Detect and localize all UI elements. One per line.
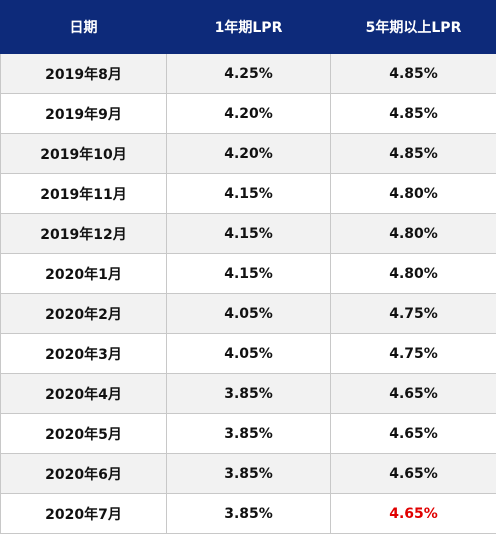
table-row: 2019年12月 4.15% 4.80% bbox=[0, 213, 496, 254]
table-row: 2019年9月 4.20% 4.85% bbox=[0, 93, 496, 134]
cell-5y-lpr: 4.75% bbox=[330, 293, 496, 334]
table-row: 2020年1月 4.15% 4.80% bbox=[0, 253, 496, 294]
table-row: 2019年10月 4.20% 4.85% bbox=[0, 133, 496, 174]
cell-5y-lpr: 4.85% bbox=[330, 93, 496, 134]
cell-5y-lpr: 4.80% bbox=[330, 173, 496, 214]
cell-1y-lpr: 4.15% bbox=[166, 173, 331, 214]
cell-date: 2019年10月 bbox=[0, 133, 167, 174]
cell-date: 2020年7月 bbox=[0, 493, 167, 534]
cell-date: 2020年4月 bbox=[0, 373, 167, 414]
table-header-row: 日期 1年期LPR 5年期以上LPR bbox=[0, 0, 496, 54]
header-5y-lpr: 5年期以上LPR bbox=[330, 0, 496, 54]
cell-5y-lpr: 4.65% bbox=[330, 373, 496, 414]
cell-1y-lpr: 3.85% bbox=[166, 453, 331, 494]
cell-1y-lpr: 3.85% bbox=[166, 413, 331, 454]
cell-5y-lpr: 4.80% bbox=[330, 213, 496, 254]
cell-1y-lpr: 3.85% bbox=[166, 373, 331, 414]
table-row: 2020年6月 3.85% 4.65% bbox=[0, 453, 496, 494]
cell-1y-lpr: 4.05% bbox=[166, 333, 331, 374]
table-row: 2020年4月 3.85% 4.65% bbox=[0, 373, 496, 414]
cell-5y-lpr: 4.65% bbox=[330, 453, 496, 494]
cell-1y-lpr: 4.20% bbox=[166, 93, 331, 134]
cell-date: 2019年8月 bbox=[0, 53, 167, 94]
cell-date: 2020年2月 bbox=[0, 293, 167, 334]
cell-5y-lpr: 4.80% bbox=[330, 253, 496, 294]
cell-1y-lpr: 4.15% bbox=[166, 213, 331, 254]
table-row: 2020年3月 4.05% 4.75% bbox=[0, 333, 496, 374]
cell-date: 2019年9月 bbox=[0, 93, 167, 134]
cell-5y-lpr: 4.85% bbox=[330, 53, 496, 94]
cell-1y-lpr: 4.25% bbox=[166, 53, 331, 94]
table-row: 2020年5月 3.85% 4.65% bbox=[0, 413, 496, 454]
cell-5y-lpr: 4.65% bbox=[330, 413, 496, 454]
table-row: 2020年2月 4.05% 4.75% bbox=[0, 293, 496, 334]
cell-1y-lpr: 4.05% bbox=[166, 293, 331, 334]
header-1y-lpr: 1年期LPR bbox=[166, 0, 331, 54]
header-date: 日期 bbox=[0, 0, 167, 54]
cell-date: 2020年5月 bbox=[0, 413, 167, 454]
cell-1y-lpr: 4.15% bbox=[166, 253, 331, 294]
table-row: 2019年8月 4.25% 4.85% bbox=[0, 53, 496, 94]
table-row: 2019年11月 4.15% 4.80% bbox=[0, 173, 496, 214]
cell-5y-lpr: 4.75% bbox=[330, 333, 496, 374]
cell-5y-lpr-highlighted: 4.65% bbox=[330, 493, 496, 534]
cell-5y-lpr: 4.85% bbox=[330, 133, 496, 174]
cell-1y-lpr: 3.85% bbox=[166, 493, 331, 534]
cell-date: 2020年6月 bbox=[0, 453, 167, 494]
cell-1y-lpr: 4.20% bbox=[166, 133, 331, 174]
cell-date: 2020年3月 bbox=[0, 333, 167, 374]
table-row: 2020年7月 3.85% 4.65% bbox=[0, 493, 496, 534]
cell-date: 2019年11月 bbox=[0, 173, 167, 214]
cell-date: 2020年1月 bbox=[0, 253, 167, 294]
cell-date: 2019年12月 bbox=[0, 213, 167, 254]
